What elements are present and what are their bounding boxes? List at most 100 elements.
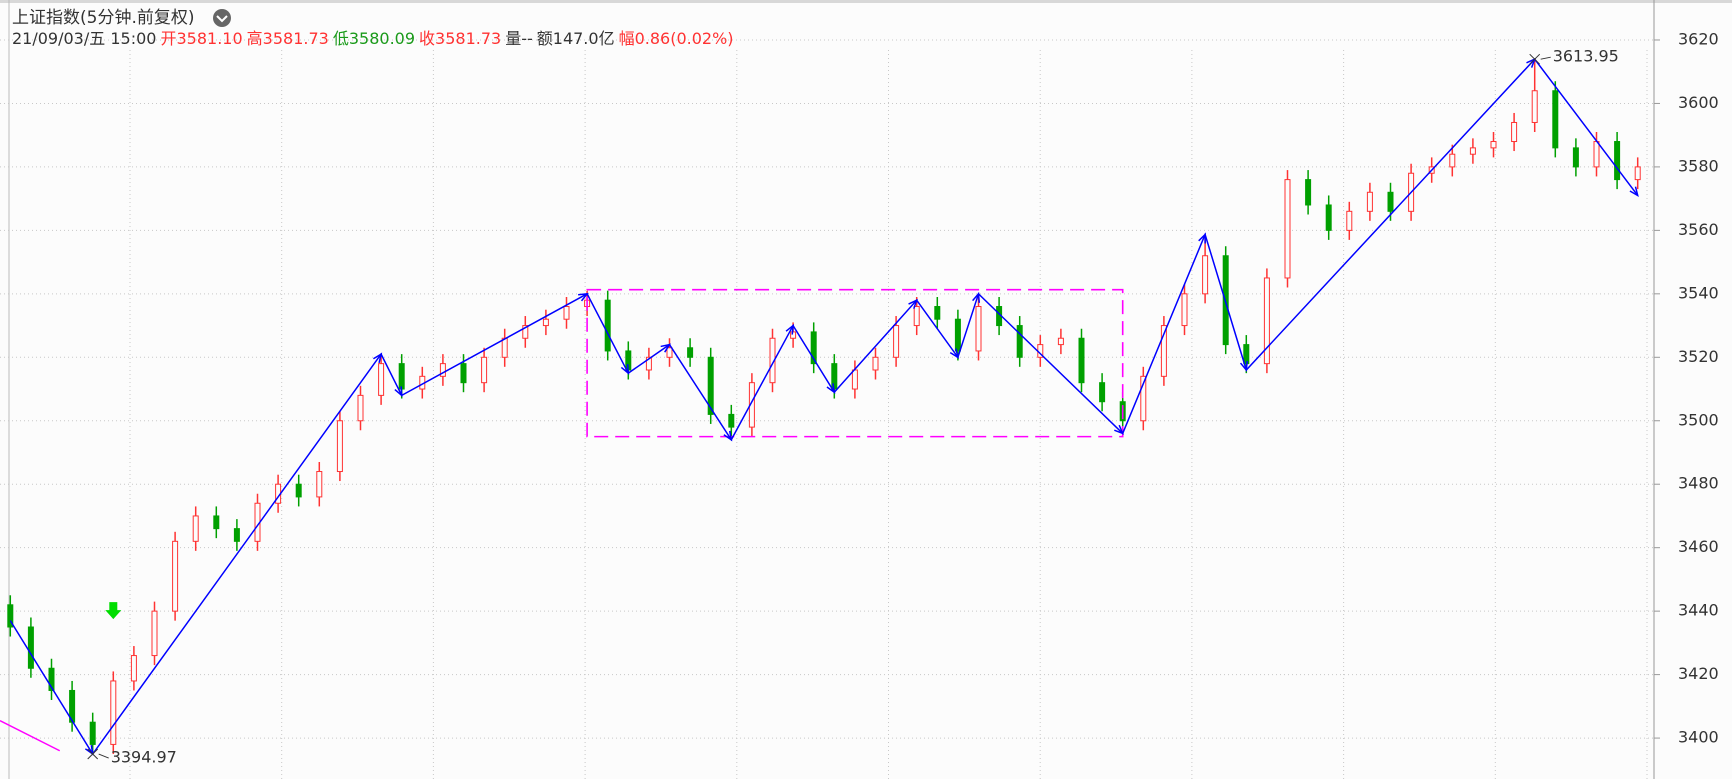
- candle-body: [295, 483, 302, 498]
- candle-body: [1263, 277, 1270, 365]
- zigzag-arrowhead: [394, 386, 403, 398]
- info-field: 0.86(0.02%): [635, 29, 734, 48]
- candle-body: [192, 515, 199, 542]
- info-field: 3580.09: [349, 29, 415, 48]
- candle-body: [1469, 147, 1476, 155]
- candle-body: [357, 394, 364, 422]
- range-box: [586, 288, 1124, 438]
- info-line: 21/09/03/五 15:00 开3581.10 高3581.73 低3580.09…: [12, 29, 734, 48]
- candle-body: [954, 318, 961, 352]
- candle-body: [501, 337, 508, 358]
- info-field: 额147.0亿: [537, 29, 615, 48]
- candle-body: [1552, 90, 1559, 149]
- candle-body: [913, 306, 920, 327]
- candle-body: [233, 528, 240, 542]
- y-tick-label: 3460: [1678, 537, 1719, 556]
- info-field: 收: [419, 29, 435, 48]
- candle-body: [563, 306, 570, 320]
- info-field: 量--: [505, 29, 533, 48]
- candle-body: [893, 325, 900, 358]
- candle-body: [1078, 337, 1085, 384]
- info-field: 3581.73: [435, 29, 501, 48]
- candle-body: [934, 306, 941, 320]
- y-tick-label: 3600: [1678, 93, 1719, 112]
- candle-body: [378, 363, 385, 396]
- candle-body: [645, 356, 652, 371]
- candle-body: [872, 356, 879, 371]
- info-field: 幅: [619, 29, 635, 48]
- candle-body: [666, 347, 673, 358]
- candle-body: [213, 515, 220, 530]
- dropdown-icon[interactable]: [213, 9, 231, 27]
- candle-body: [439, 363, 446, 377]
- candle-body: [604, 299, 611, 352]
- zigzag-arrowhead: [908, 298, 918, 309]
- y-tick-label: 3420: [1678, 664, 1719, 683]
- candle-body: [1099, 382, 1106, 403]
- signal-arrow: [105, 602, 122, 620]
- candle-body: [1387, 191, 1394, 212]
- info-field: 高: [247, 29, 263, 48]
- candle-body: [336, 420, 343, 473]
- zigzag-arrowhead: [1198, 232, 1206, 244]
- candle-body: [522, 325, 529, 339]
- candle-body: [89, 721, 96, 745]
- candle-body: [1449, 153, 1456, 168]
- zigzag-arrowhead: [1114, 424, 1125, 435]
- candle-body: [542, 318, 549, 327]
- candle-body: [1614, 141, 1621, 181]
- candle-body: [1202, 255, 1209, 295]
- y-tick-label: 3480: [1678, 474, 1719, 493]
- y-tick-label: 3400: [1678, 728, 1719, 747]
- info-field: 开: [160, 29, 176, 48]
- candle-body: [316, 471, 323, 498]
- candle-body: [172, 540, 179, 612]
- candle-body: [1634, 166, 1641, 181]
- y-tick-label: 3520: [1678, 347, 1719, 366]
- candle-body: [48, 667, 55, 691]
- dropdown-chevron: [216, 15, 228, 23]
- candle-body: [398, 363, 405, 390]
- candle-body: [687, 347, 694, 358]
- zigzag-arrowhead: [1629, 186, 1639, 198]
- zigzag-arrowhead: [1239, 360, 1248, 372]
- zigzag-arrowhead: [660, 343, 672, 353]
- annotation-leader: [87, 748, 109, 760]
- candle-body: [1305, 179, 1312, 206]
- y-tick-label: 3580: [1678, 156, 1719, 175]
- candle-body: [707, 356, 714, 415]
- zigzag-arrowhead: [620, 364, 630, 375]
- candle-body: [1284, 179, 1291, 279]
- candle-body: [1593, 141, 1600, 168]
- info-field: 21/09/03/五 15:00: [12, 29, 156, 48]
- y-tick-label: 3620: [1678, 29, 1719, 48]
- candle-body: [1140, 375, 1147, 422]
- zigzag-arrowhead: [723, 430, 733, 442]
- top-border: [0, 0, 1732, 3]
- candle-body: [460, 363, 467, 384]
- candle-body: [1490, 141, 1497, 149]
- info-field: 3581.10: [176, 29, 242, 48]
- zigzag-arrowhead: [785, 323, 795, 335]
- info-field: 3581.73: [263, 29, 329, 48]
- candle-body: [1511, 121, 1518, 143]
- y-tick-label: 3540: [1678, 283, 1719, 302]
- zigzag-arrowhead: [578, 292, 589, 302]
- candle-body: [810, 331, 817, 365]
- annotation-label: 3394.97: [111, 748, 177, 767]
- candle-body: [728, 413, 735, 428]
- zigzag-arrowhead: [826, 383, 836, 394]
- candle-body: [110, 680, 117, 745]
- plot: [0, 39, 1660, 779]
- info-field: 低: [333, 29, 349, 48]
- candle-body: [1572, 147, 1579, 168]
- candle-body: [1346, 210, 1353, 231]
- y-tick-label: 3440: [1678, 601, 1719, 620]
- candle-body: [975, 306, 982, 352]
- candle-body: [151, 610, 158, 657]
- candle-body: [481, 356, 488, 384]
- annotation-label: 3613.95: [1553, 47, 1619, 66]
- candle-body: [1325, 204, 1332, 231]
- annotation-leader: [1529, 53, 1551, 65]
